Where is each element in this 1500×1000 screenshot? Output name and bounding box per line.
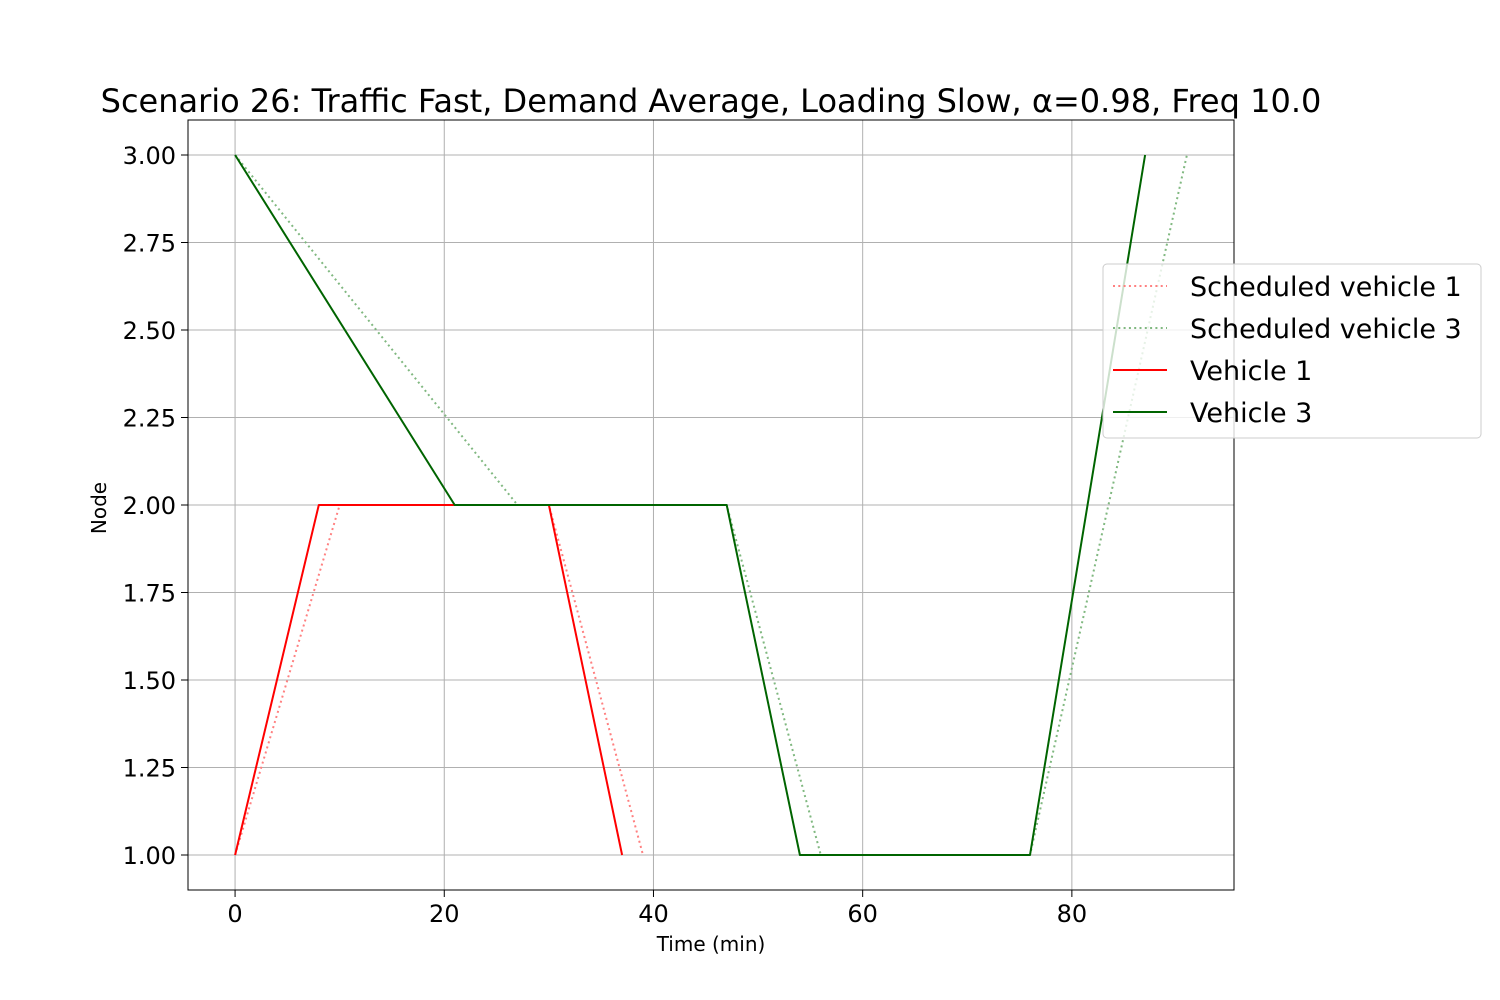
legend-label-vehicle-3: Vehicle 3 xyxy=(1190,398,1312,429)
x-tick-label: 80 xyxy=(1057,900,1088,928)
y-tick-label: 1.25 xyxy=(123,755,176,783)
chart-title: Scenario 26: Traffic Fast, Demand Averag… xyxy=(101,82,1322,120)
legend-label-scheduled-vehicle-3: Scheduled vehicle 3 xyxy=(1190,314,1462,345)
series-layer xyxy=(234,154,1188,856)
y-tick-label: 1.50 xyxy=(123,667,176,695)
x-tick-label: 40 xyxy=(638,900,669,928)
legend: Scheduled vehicle 1 Scheduled vehicle 3 Ve… xyxy=(1102,263,1482,439)
x-tick-label: 60 xyxy=(847,900,878,928)
y-tick-label: 2.25 xyxy=(123,405,176,433)
y-tick-label: 2.00 xyxy=(123,492,176,520)
y-tick-label: 2.75 xyxy=(123,230,176,258)
series-line-vehicle-3 xyxy=(234,154,1147,856)
x-axis: 0 20 40 60 80 xyxy=(227,890,1087,928)
series-line-vehicle-1 xyxy=(234,504,624,856)
x-tick-label: 20 xyxy=(429,900,460,928)
legend-box xyxy=(1102,263,1482,439)
legend-label-vehicle-1: Vehicle 1 xyxy=(1190,356,1312,387)
y-tick-label: 1.00 xyxy=(123,842,176,870)
y-tick-label: 2.50 xyxy=(123,317,176,345)
y-axis: 1.00 1.25 1.50 1.75 2.00 2.25 2.50 2.75 3.00 xyxy=(123,142,188,870)
legend-label-scheduled-vehicle-1: Scheduled vehicle 1 xyxy=(1190,272,1462,303)
y-tick-label: 3.00 xyxy=(123,142,176,170)
y-axis-label: Node xyxy=(87,482,111,534)
y-tick-label: 1.75 xyxy=(123,580,176,608)
x-axis-label: Time (min) xyxy=(656,932,766,956)
grid xyxy=(188,120,1234,890)
x-tick-label: 0 xyxy=(227,900,242,928)
